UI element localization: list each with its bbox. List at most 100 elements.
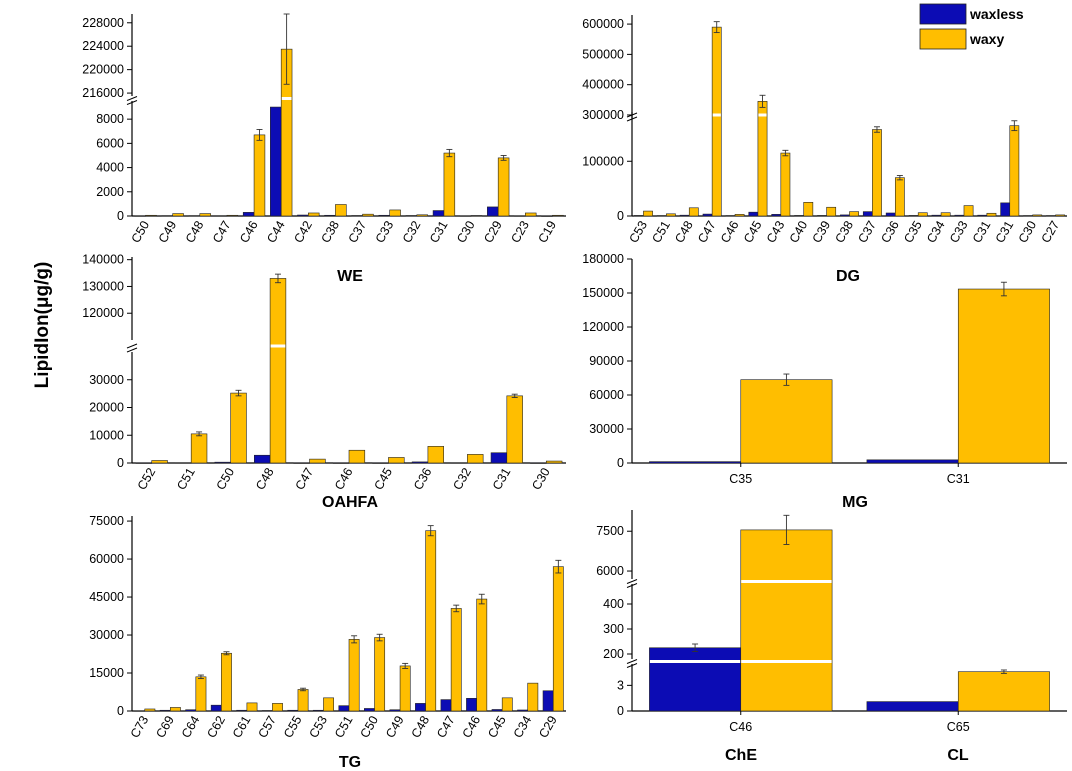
x-tick-label: C36 xyxy=(411,465,435,492)
bar-waxless-C29 xyxy=(542,690,554,712)
axis-break-mark xyxy=(626,116,638,122)
y-tick-label: 75000 xyxy=(89,514,124,528)
bar-waxy-C37 xyxy=(872,129,882,217)
panel-oahfa: 0 10000 20000 30000 120000 130000 140000 C52 C51… xyxy=(82,253,566,492)
y-tick-label: 2000 xyxy=(96,185,124,199)
y-axis-label: LipidIon(μg/g) xyxy=(32,262,53,389)
bar-waxy-C46 xyxy=(348,449,366,464)
bar-waxless-C51 xyxy=(175,462,192,464)
x-tick-label: C45 xyxy=(371,465,395,492)
bar-waxy-C55 xyxy=(297,689,309,712)
bar-waxless-C37 xyxy=(862,211,873,217)
x-tick-label: C45 xyxy=(485,713,509,740)
x-tick-label: C73 xyxy=(128,713,152,740)
y-tick-label: 0 xyxy=(617,456,624,470)
bar-waxy-C30 xyxy=(545,460,563,464)
x-tick-label: C46 xyxy=(729,720,752,734)
axis-break-mark xyxy=(626,659,638,664)
bar-waxy-C34 xyxy=(527,682,539,712)
x-tick-label: C48 xyxy=(183,218,207,245)
y-tick-label: 220000 xyxy=(82,63,124,77)
y-tick-label: 0 xyxy=(117,456,124,470)
bar-waxy-C64 xyxy=(195,676,207,712)
x-tick-label: C37 xyxy=(346,218,370,245)
bar-waxy-C33 xyxy=(963,205,974,217)
bar-waxless-C31 xyxy=(432,210,445,217)
x-tick-label: C48 xyxy=(253,465,277,492)
y-tick-label: 60000 xyxy=(589,388,624,402)
bar-waxy-C23 xyxy=(525,212,537,217)
x-tick-label: C32 xyxy=(400,218,424,245)
legend: waxless waxy xyxy=(919,3,1024,50)
bar-waxless-C46 xyxy=(466,698,477,712)
y-tick-label: 7500 xyxy=(596,524,624,538)
bar-waxy-C43 xyxy=(780,152,791,217)
y-tick-label: 228000 xyxy=(82,16,124,30)
bar-waxless-C32 xyxy=(405,215,418,217)
y-tick-label: 45000 xyxy=(89,590,124,604)
x-tick-label: C46 xyxy=(460,713,484,740)
bar-waxy-C37 xyxy=(362,213,374,217)
x-tick-label: C42 xyxy=(291,218,315,245)
bar-waxy-C31 xyxy=(506,395,523,464)
legend-label-waxy: waxy xyxy=(969,31,1004,47)
bar-waxy-C46 xyxy=(740,529,833,712)
x-tick-label: C50 xyxy=(214,465,238,492)
x-tick-label: C46 xyxy=(718,218,742,245)
y-tick-label: 0 xyxy=(117,704,124,718)
bar-waxy-C30 xyxy=(1032,214,1043,217)
bar-waxless-C48 xyxy=(679,214,690,217)
y-tick-label: 60000 xyxy=(89,552,124,566)
bar-waxless-C37 xyxy=(351,215,363,217)
bar-waxless-C35 xyxy=(649,461,742,464)
bar-waxy-C53 xyxy=(323,697,334,712)
bar-waxy-C50 xyxy=(374,637,386,712)
y-tick-label: 400000 xyxy=(582,78,624,92)
x-tick-label: C64 xyxy=(179,713,203,740)
x-tick-label: C29 xyxy=(481,218,505,245)
x-tick-label: C47 xyxy=(434,713,458,740)
y-tick-label: 200 xyxy=(603,647,624,661)
x-tick-label: C31 xyxy=(490,465,514,492)
bar-waxy-C51 xyxy=(348,639,360,712)
x-tick-label: C39 xyxy=(810,218,834,245)
bar-waxless-C47 xyxy=(702,213,713,217)
bar-waxless-C48 xyxy=(188,215,201,217)
bar-waxy-C47 xyxy=(450,608,462,712)
title-oahfa: OAHFA xyxy=(322,494,378,511)
x-tick-label: C40 xyxy=(787,218,811,245)
bar-waxy-C53 xyxy=(643,210,653,217)
bar-waxy-C36 xyxy=(894,177,905,217)
bar-waxy-C50 xyxy=(230,392,247,464)
bar-waxy-C45 xyxy=(388,457,405,464)
bar-waxless-C30 xyxy=(459,215,472,217)
title-tg: TG xyxy=(339,754,361,771)
bar-waxy-C31 xyxy=(957,288,1050,464)
bar-waxy-C29 xyxy=(497,157,510,217)
bar-waxless-C52 xyxy=(135,462,153,464)
bar-waxless-C61 xyxy=(236,709,248,712)
x-tick-label: C52 xyxy=(135,465,159,492)
legend-swatch-waxless xyxy=(919,3,967,25)
bar-waxy-C46 xyxy=(734,214,745,217)
bar-waxy-C32 xyxy=(467,454,484,464)
bar-waxless-C46 xyxy=(649,647,742,712)
bar-waxy-C61 xyxy=(246,702,258,712)
y-tick-label: 140000 xyxy=(82,253,124,267)
bar-waxless-C38 xyxy=(324,214,336,217)
y-tick-label: 130000 xyxy=(82,279,124,293)
x-tick-label: C29 xyxy=(536,713,560,740)
bar-waxless-C44 xyxy=(270,106,282,217)
bar-waxless-C46 xyxy=(242,212,255,217)
x-tick-label: C45 xyxy=(741,218,765,245)
y-tick-label: 300 xyxy=(603,622,624,636)
bar-waxless-C53 xyxy=(312,709,324,712)
y-tick-label: 100000 xyxy=(582,154,624,168)
x-tick-label: C48 xyxy=(409,713,433,740)
y-tick-label: 500000 xyxy=(582,47,624,61)
x-tick-label: C57 xyxy=(255,713,279,740)
bar-waxless-C35 xyxy=(908,215,919,217)
y-tick-label: 15000 xyxy=(89,666,124,680)
x-tick-label: C51 xyxy=(649,218,673,245)
